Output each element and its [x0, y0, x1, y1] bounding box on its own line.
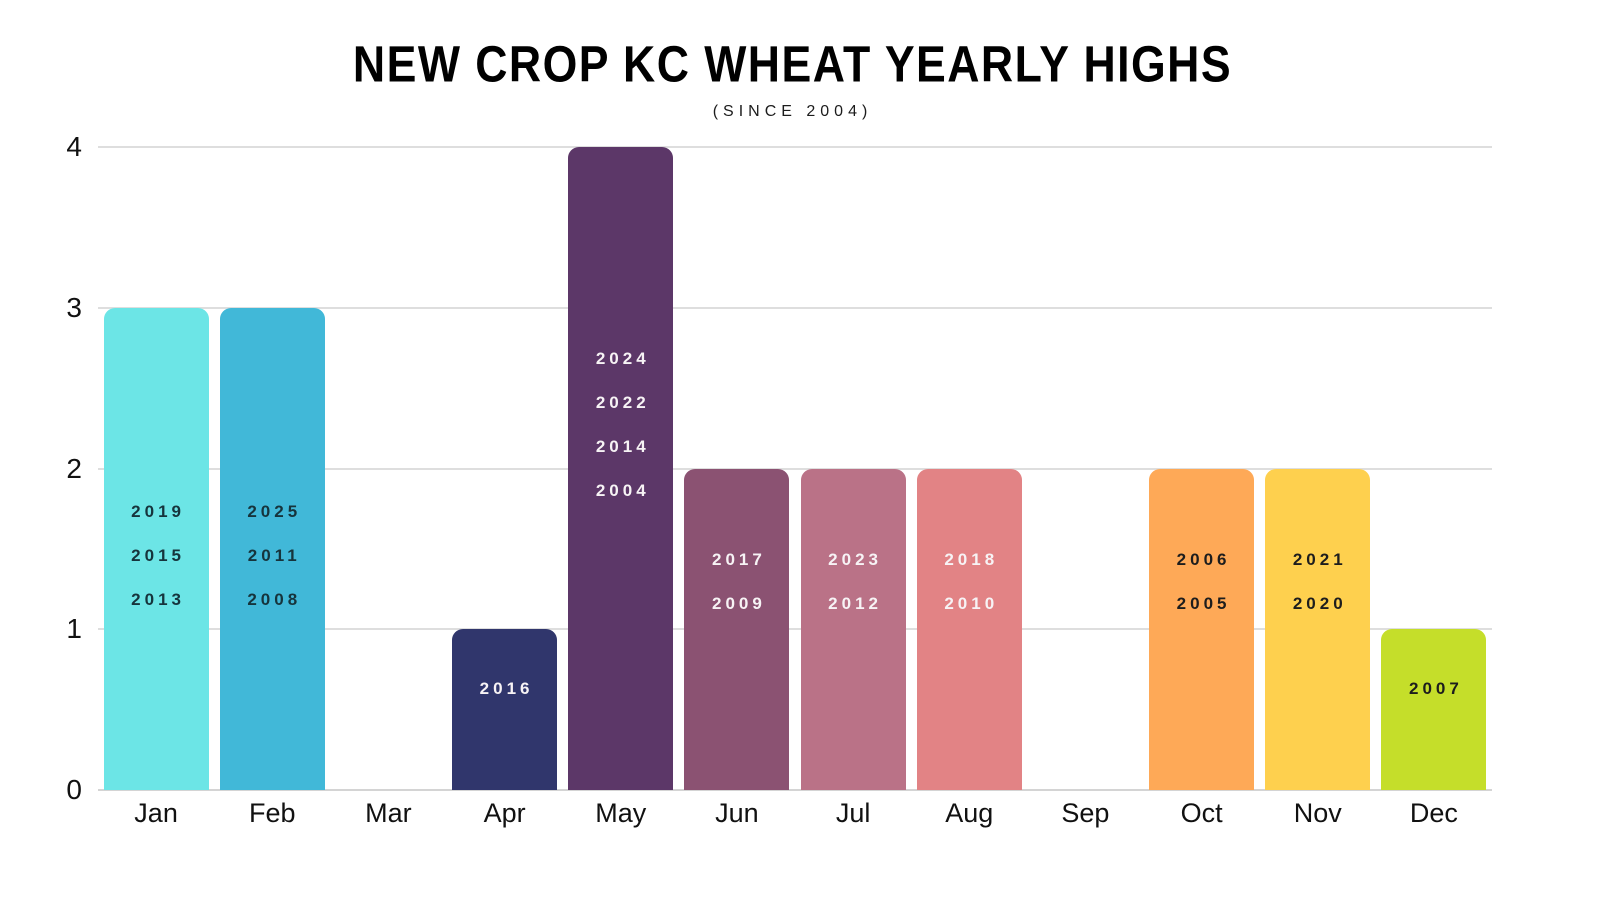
bar-may: 2024 2022 2014 2004 [568, 147, 674, 790]
bar-year-label-2021: 2021 [1292, 549, 1347, 569]
bar-jun: 2017 2009 [684, 468, 790, 790]
x-label-jun: Jun [715, 798, 759, 828]
y-tick-label-3: 3 [66, 291, 82, 323]
bar-year-label-2010: 2010 [944, 593, 999, 613]
x-label-sep: Sep [1061, 798, 1110, 828]
bar-year-label-2004: 2004 [595, 481, 650, 500]
bar-year-label-2025: 2025 [247, 501, 302, 521]
y-tick-label-0: 0 [66, 774, 82, 805]
x-label-jan: Jan [134, 798, 178, 828]
x-label-nov: Nov [1293, 798, 1342, 828]
x-label-feb: Feb [248, 798, 296, 828]
y-tick-label-1: 1 [66, 613, 82, 645]
bar-year-label-2011: 2011 [247, 545, 301, 565]
bar-nov: 2021 2020 [1265, 468, 1371, 790]
bar-year-label-2015: 2015 [131, 545, 185, 565]
bar-year-label-2007: 2007 [1408, 679, 1463, 699]
y-tick-label-2: 2 [66, 452, 82, 484]
bar-apr: 2016 [452, 629, 558, 790]
bar-year-label-2018: 2018 [944, 549, 999, 569]
bar-year-label-2023: 2023 [828, 549, 882, 569]
bar-aug: 2018 2010 [916, 468, 1022, 790]
bar-year-label-2024: 2024 [595, 349, 650, 368]
bar-year-label-2017: 2017 [711, 549, 766, 569]
bar-year-label-2006: 2006 [1176, 549, 1231, 569]
x-label-jul: Jul [835, 798, 871, 828]
x-label-may: May [595, 798, 647, 828]
bar-year-label-2014: 2014 [595, 437, 650, 456]
bar-year-label-2009: 2009 [711, 593, 766, 613]
chart-title: NEW CROP KC WHEAT YEARLY HIGHS [352, 35, 1233, 93]
bar-year-label-2022: 2022 [595, 393, 650, 412]
bar-jul: 2023 2012 [800, 468, 906, 790]
bar-year-label-2005: 2005 [1176, 593, 1231, 613]
y-tick-label-4: 4 [66, 131, 82, 162]
gridline-3 [98, 306, 1492, 309]
bar-year-label-2020: 2020 [1292, 593, 1347, 613]
x-label-oct: Oct [1180, 798, 1223, 828]
bar-year-label-2013: 2013 [131, 589, 185, 609]
bar-year-label-2016: 2016 [479, 679, 534, 699]
x-label-aug: Aug [945, 798, 994, 828]
chart-subtitle: (SINCE 2004) [712, 103, 873, 120]
gridline-0 [98, 789, 1492, 791]
x-label-dec: Dec [1409, 798, 1458, 828]
bar-oct: 2006 2005 [1149, 468, 1255, 790]
bar-year-label-2008: 2008 [247, 589, 302, 609]
gridline-1 [98, 628, 1492, 631]
bar-year-label-2019: 2019 [131, 501, 185, 521]
bar-jan: 2019 2015 2013 [103, 307, 209, 790]
bar-dec: 2007 [1381, 629, 1487, 790]
x-label-apr: Apr [483, 798, 526, 828]
x-label-mar: Mar [365, 798, 412, 828]
bar-feb: 2025 2011 2008 [219, 307, 325, 790]
gridline-4 [98, 146, 1492, 148]
gridline-2 [98, 467, 1492, 470]
bar-year-label-2012: 2012 [828, 593, 882, 613]
